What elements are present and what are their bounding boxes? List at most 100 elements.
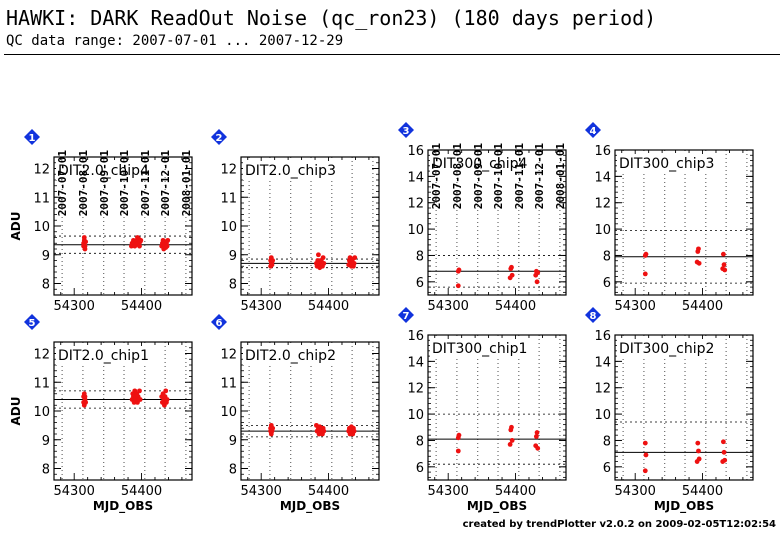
x-axis-label: MJD_OBS (654, 499, 714, 514)
x-tick-label: 54300 (241, 299, 282, 314)
panel-badge-4: 4 (585, 122, 601, 138)
x-axis-label: MJD_OBS (280, 499, 340, 514)
x-tick-label: 54300 (615, 299, 656, 314)
y-tick-label: 11 (220, 191, 237, 206)
y-tick-label: 12 (33, 163, 50, 178)
y-tick-label: 14 (594, 355, 611, 370)
data-point (509, 438, 515, 443)
data-point (721, 449, 727, 455)
y-tick-label: 14 (407, 355, 424, 370)
panel-badge-8: 8 (585, 307, 601, 323)
y-tick-label: 11 (33, 376, 50, 391)
badge-diamond-icon (585, 122, 601, 138)
chart-panel-3: 6 8 10 12 14 16 54300 54400 DIT300_chip4 3 2007-07… (398, 122, 567, 314)
y-axis-label: ADU (9, 397, 23, 426)
data-point (722, 457, 728, 463)
y-tick-label: 8 (416, 249, 424, 264)
x-tick-label: 54300 (428, 484, 469, 499)
data-point (535, 445, 541, 451)
data-point (321, 260, 327, 266)
badge-diamond-icon (211, 314, 227, 330)
y-tick-label: 8 (42, 278, 50, 293)
data-point (643, 251, 649, 257)
data-point (164, 397, 170, 402)
panel-title: DIT300_chip1 (432, 341, 527, 357)
x-tick-label: 54400 (121, 484, 162, 499)
y-tick-label: 16 (407, 144, 424, 159)
x-tick-label: 54300 (54, 299, 95, 314)
data-point (642, 468, 648, 474)
x-tick-label: 54400 (495, 484, 536, 499)
data-point (507, 442, 513, 447)
badge-diamond-icon (398, 122, 414, 138)
y-tick-label: 11 (33, 191, 50, 206)
y-tick-label: 12 (594, 382, 611, 397)
data-point (456, 267, 462, 273)
y-tick-label: 6 (416, 276, 424, 291)
data-point (137, 388, 142, 394)
data-point (351, 260, 357, 266)
panel-badge-5: 5 (24, 314, 40, 330)
badge-number: 2 (216, 133, 223, 144)
data-point (316, 252, 321, 258)
x-tick-label: 54400 (682, 484, 723, 499)
data-point (456, 432, 462, 438)
data-point (533, 434, 539, 439)
x-tick-label: 54400 (495, 299, 536, 314)
x-tick-label: 54300 (241, 484, 282, 499)
y-tick-label: 12 (407, 197, 424, 212)
panel-title: DIT300_chip3 (619, 156, 714, 172)
data-point (509, 264, 514, 270)
plot-frame (427, 149, 567, 296)
y-tick-label: 10 (407, 223, 424, 238)
data-point (535, 270, 541, 275)
y-tick-label: 12 (220, 348, 237, 363)
y-tick-label: 8 (229, 278, 237, 293)
data-point (509, 272, 515, 278)
header-divider (4, 54, 780, 55)
plot-frame (614, 334, 754, 481)
data-point (696, 260, 702, 266)
y-tick-label: 10 (594, 223, 611, 238)
date-tick-label: 2007-09-01 (98, 150, 111, 217)
data-point (269, 262, 275, 268)
y-tick-label: 10 (220, 405, 237, 420)
panel-badge-6: 6 (211, 314, 227, 330)
data-point (720, 439, 726, 445)
y-tick-label: 11 (220, 376, 237, 391)
data-point (164, 243, 170, 249)
page-subtitle: QC data range: 2007-07-01 ... 2007-12-29 (6, 33, 344, 49)
date-tick-label: 2007-10-01 (492, 143, 505, 210)
chart-panel-4: 6 8 10 12 14 16 54300 54400 DIT300_chip3 4 (585, 122, 754, 314)
y-tick-label: 8 (229, 463, 237, 478)
chart-panel-6: 8 9 10 11 12 54300 54400 DIT2.0_chip2 6 MJD_OBS (211, 314, 380, 514)
y-tick-label: 10 (33, 220, 50, 235)
date-tick-label: 2007-08-01 (77, 150, 90, 217)
badge-diamond-icon (585, 307, 601, 323)
y-tick-label: 10 (33, 405, 50, 420)
y-tick-label: 8 (42, 463, 50, 478)
panel-badge-1: 1 (24, 129, 40, 145)
panel-title: DIT300_chip4 (432, 156, 528, 172)
date-tick-label: 2007-11-01 (513, 143, 526, 210)
badge-number: 8 (590, 311, 597, 322)
data-point (83, 239, 89, 245)
panel-title: DIT300_chip2 (619, 341, 714, 357)
page-title: HAWKI: DARK ReadOut Noise (qc_ron23) (18… (6, 6, 657, 30)
y-tick-label: 12 (594, 197, 611, 212)
date-tick-label: 2007-08-01 (451, 143, 464, 210)
date-tick-label: 2007-10-01 (118, 150, 131, 217)
date-tick-label: 2007-12-01 (533, 143, 546, 210)
y-axis-label: ADU (9, 212, 23, 241)
data-point (321, 428, 327, 434)
data-point (455, 283, 461, 289)
date-tick-label: 2007-07-01 (56, 150, 69, 217)
y-tick-label: 16 (594, 144, 611, 159)
panel-badge-3: 3 (398, 122, 414, 138)
y-tick-label: 9 (42, 434, 50, 449)
y-tick-label: 14 (407, 170, 424, 185)
data-point (270, 258, 276, 263)
data-point (163, 388, 169, 394)
y-tick-label: 10 (594, 408, 611, 423)
plot-frame (427, 334, 567, 481)
